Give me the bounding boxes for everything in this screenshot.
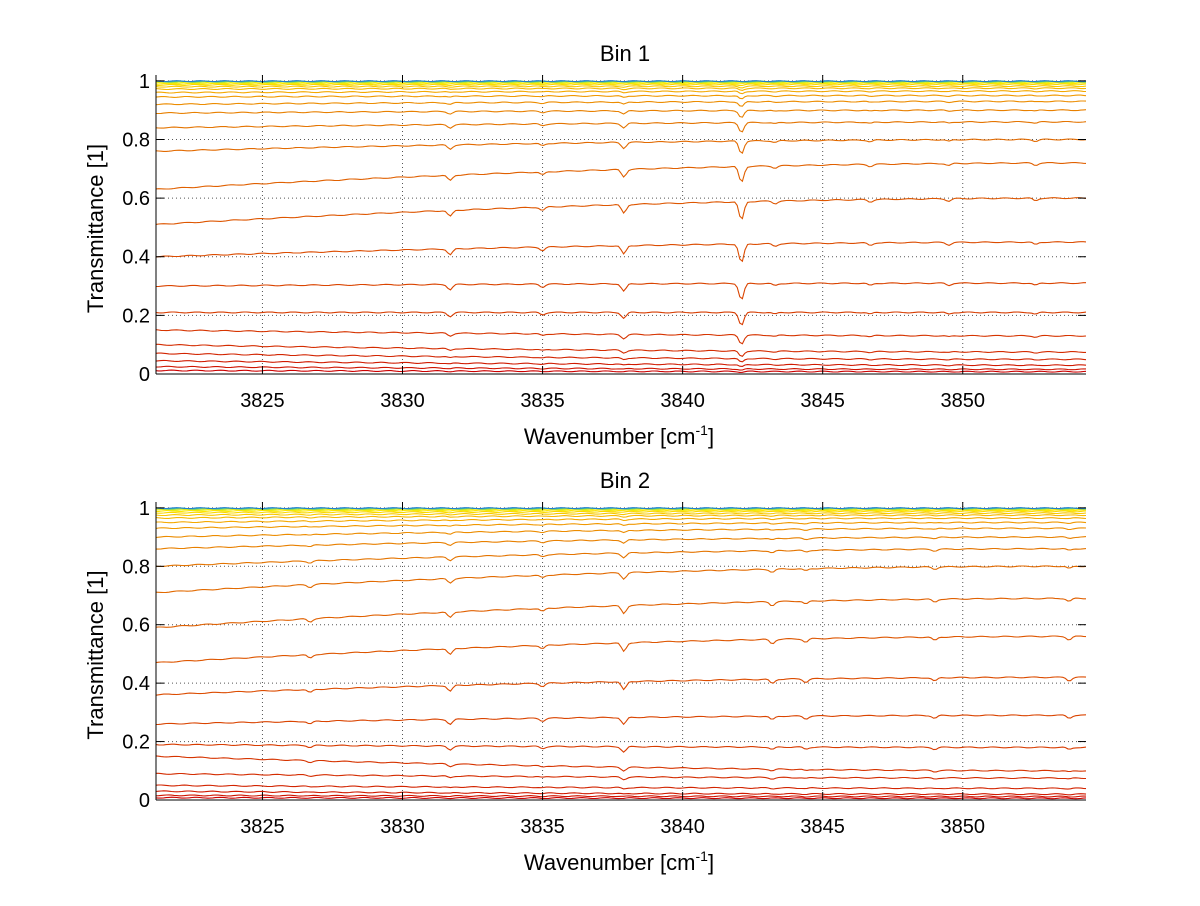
series-line xyxy=(155,676,1087,696)
series-line xyxy=(155,755,1087,773)
y-tick-label: 0 xyxy=(139,364,150,386)
x-tick-label: 3835 xyxy=(520,390,565,412)
series-line xyxy=(155,784,1087,790)
series-line xyxy=(155,352,1087,363)
y-axis-title: Transmittance [1] xyxy=(83,570,108,739)
series-line xyxy=(155,161,1087,190)
series-line xyxy=(155,80,1087,83)
x-tick-label: 3840 xyxy=(660,390,705,412)
series-line xyxy=(155,509,1087,513)
series-line xyxy=(155,514,1087,519)
series-line xyxy=(155,329,1087,345)
series-line xyxy=(155,796,1087,800)
series-line xyxy=(155,85,1087,89)
series-group xyxy=(155,80,1087,373)
series-line xyxy=(155,527,1087,539)
series-line xyxy=(155,790,1087,796)
series-line xyxy=(155,82,1086,85)
y-tick-label: 0.2 xyxy=(122,732,150,754)
series-line xyxy=(155,94,1087,100)
panel-bin-1: Bin 1 3825 3830 3835 3840 3845 3850 0 0.2 0.4 0.6 0… xyxy=(83,41,1087,449)
series-line xyxy=(155,510,1087,514)
y-tick-label: 1 xyxy=(139,71,150,93)
x-axis-title: Wavenumber [cm-1] xyxy=(524,422,714,449)
grid xyxy=(156,75,1086,375)
series-line xyxy=(156,109,1087,118)
series-line xyxy=(155,83,1087,87)
series-line xyxy=(155,565,1087,594)
x-tick-label: 3840 xyxy=(660,816,705,838)
series-line xyxy=(155,359,1087,367)
series-line xyxy=(156,772,1086,781)
series-line xyxy=(155,794,1086,798)
series-line xyxy=(155,521,1087,530)
y-tick-label: 0.8 xyxy=(122,129,150,151)
series-line xyxy=(155,100,1087,107)
x-tick-label: 3830 xyxy=(380,390,425,412)
x-axis-title-tail: ] xyxy=(708,424,714,449)
chart-title: Bin 1 xyxy=(600,41,650,66)
y-tick-label: 1 xyxy=(139,498,150,520)
series-line xyxy=(155,197,1087,225)
series-line xyxy=(155,512,1087,517)
series-line xyxy=(155,90,1087,95)
y-axis-title: Transmittance [1] xyxy=(83,144,108,313)
x-tick-label: 3845 xyxy=(800,390,845,412)
x-tick-label: 3850 xyxy=(940,816,985,838)
x-tick-label: 3845 xyxy=(800,816,845,838)
series-line xyxy=(155,138,1087,154)
series-line xyxy=(156,343,1086,357)
panel-bin-2: Bin 2 3825 3830 3835 3840 3845 3850 0 0.2 0.4 0.6 0… xyxy=(83,468,1087,875)
series-line xyxy=(155,87,1087,91)
y-tick-label: 0.6 xyxy=(122,188,150,210)
x-axis-title-superscript: -1 xyxy=(696,848,709,864)
series-line xyxy=(155,517,1087,524)
series-line xyxy=(155,369,1087,373)
series-line xyxy=(155,597,1086,628)
y-tick-label: 0.2 xyxy=(122,305,150,327)
series-line xyxy=(155,635,1087,664)
x-tick-label: 3835 xyxy=(520,816,565,838)
grid xyxy=(156,502,1086,801)
series-line xyxy=(155,743,1087,753)
x-tick-label: 3825 xyxy=(240,390,285,412)
chart-title: Bin 2 xyxy=(600,468,650,493)
x-axis-title-base: Wavenumber [cm xyxy=(524,424,696,449)
series-line xyxy=(155,365,1086,371)
y-tick-label: 0.8 xyxy=(122,556,150,578)
series-line xyxy=(156,536,1087,550)
series-line xyxy=(155,507,1087,510)
x-tick-label: 3825 xyxy=(240,816,285,838)
series-line xyxy=(155,714,1087,726)
series-group xyxy=(155,507,1087,800)
series-line xyxy=(156,282,1086,300)
x-tick-label: 3830 xyxy=(380,816,425,838)
y-tick-label: 0.4 xyxy=(122,673,150,695)
x-tick-label: 3850 xyxy=(940,390,985,412)
series-line xyxy=(155,120,1087,133)
y-tick-label: 0 xyxy=(139,790,150,812)
x-axis-title-base: Wavenumber [cm xyxy=(524,850,696,875)
series-line xyxy=(155,311,1087,326)
series-line xyxy=(155,547,1087,568)
series-line xyxy=(155,241,1087,263)
x-axis-title-superscript: -1 xyxy=(696,422,709,438)
y-tick-label: 0.4 xyxy=(122,247,150,269)
x-axis-title-tail: ] xyxy=(708,850,714,875)
x-axis-title: Wavenumber [cm-1] xyxy=(524,848,714,875)
y-tick-label: 0.6 xyxy=(122,615,150,637)
